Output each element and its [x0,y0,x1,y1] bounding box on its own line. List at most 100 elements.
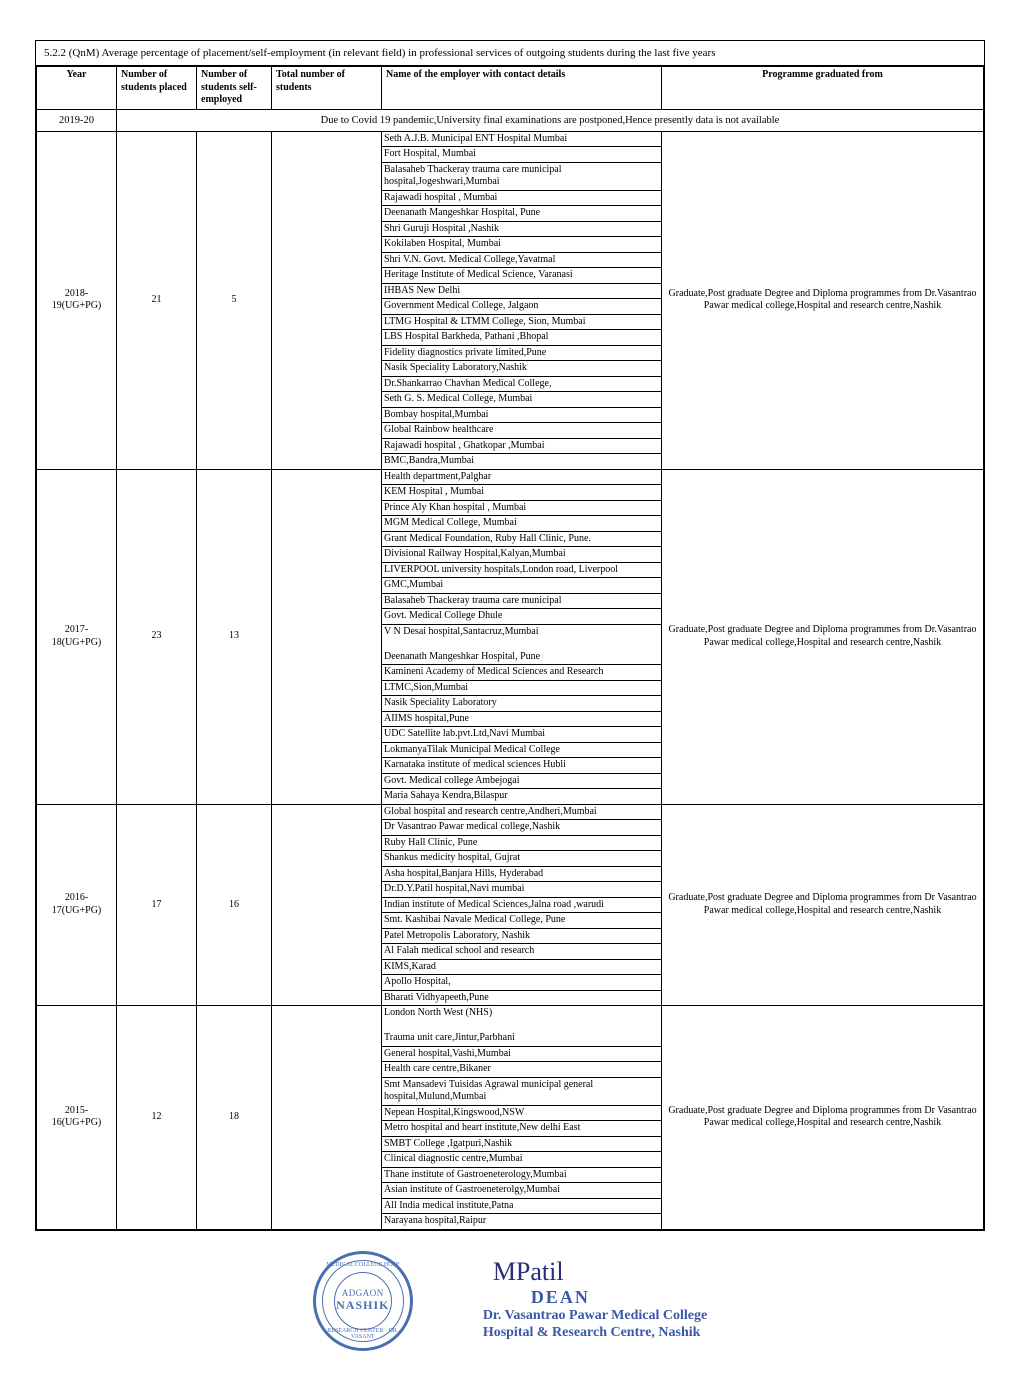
cell-employers: Seth A.J.B. Municipal ENT Hospital Mumba… [382,131,662,469]
cell-year: 2018-19(UG+PG) [37,131,117,469]
employer-item: Narayana hospital,Raipur [382,1214,661,1229]
employer-item: Nasik Speciality Laboratory [382,696,661,712]
th-total: Total number of students [272,67,382,110]
employer-item: GMC,Mumbai [382,578,661,594]
employer-item: Bombay hospital,Mumbai [382,407,661,423]
employer-item: Govt. Medical college Ambejogai [382,773,661,789]
employer-item: Nasik Speciality Laboratory,Nashik [382,361,661,377]
cell-programme: Graduate,Post graduate Degree and Diplom… [662,1006,984,1230]
cell-self: 13 [197,469,272,804]
employer-item: KIMS,Karad [382,959,661,975]
employer-item: Nepean Hospital,Kingswood,NSW [382,1105,661,1121]
employer-item: Heritage Institute of Medical Science, V… [382,268,661,284]
table-row: 2018-19(UG+PG)215 Seth A.J.B. Municipal E… [37,131,984,469]
employer-item: Rajawadi hospital , Ghatkopar ,Mumbai [382,438,661,454]
employer-item: Indian institute of Medical Sciences,Jal… [382,897,661,913]
cell-programme: Graduate,Post graduate Degree and Diplom… [662,804,984,1006]
employer-item: London North West (NHS) Trauma unit care… [382,1006,661,1046]
employer-item: Rajawadi hospital , Mumbai [382,190,661,206]
employer-item: LTMC,Sion,Mumbai [382,680,661,696]
employer-item: Patel Metropolis Laboratory, Nashik [382,928,661,944]
cell-self: 5 [197,131,272,469]
cell-self: 18 [197,1006,272,1230]
footer: MEDICAL COLLEGE HOSP ADGAON NASHIK RESEA… [35,1251,985,1351]
header-row: Year Number of students placed Number of… [37,67,984,110]
employer-item: Global Rainbow healthcare [382,423,661,439]
employer-item: Grant Medical Foundation, Ruby Hall Clin… [382,531,661,547]
cell-programme: Graduate,Post graduate Degree and Diplom… [662,131,984,469]
employer-item: Ruby Hall Clinic, Pune [382,835,661,851]
signature-scribble: MPatil [493,1259,707,1285]
cell-total [272,131,382,469]
employer-item: Prince Aly Khan hospital , Mumbai [382,500,661,516]
employer-item: MGM Medical College, Mumbai [382,516,661,532]
th-programme: Programme graduated from [662,67,984,110]
employer-item: Health department,Palghar [382,470,661,485]
employer-item: V N Desai hospital,Santacruz,Mumbai Deen… [382,624,661,665]
employer-item: Shri V.N. Govt. Medical College,Yavatmal [382,252,661,268]
table-row: 2016-17(UG+PG)1716 Global hospital and re… [37,804,984,1006]
employer-item: IHBAS New Delhi [382,283,661,299]
employer-item: Deenanath Mangeshkar Hospital, Pune [382,206,661,222]
employer-item: General hospital,Vashi,Mumbai [382,1046,661,1062]
employer-item: Maria Sahaya Kendra,Bilaspur [382,789,661,804]
cell-placed: 21 [117,131,197,469]
institution-line2: Hospital & Research Centre, Nashik [483,1325,707,1342]
covid-row: 2019-20 Due to Covid 19 pandemic,Univers… [37,109,984,131]
employer-item: Fidelity diagnostics private limited,Pun… [382,345,661,361]
dean-label: DEAN [531,1287,707,1308]
cell-year: 2015-16(UG+PG) [37,1006,117,1230]
employer-item: Al Falah medical school and research [382,944,661,960]
criterion-title: 5.2.2 (QnM) Average percentage of placem… [36,41,984,66]
cell-total [272,1006,382,1230]
employer-item: Seth A.J.B. Municipal ENT Hospital Mumba… [382,132,661,147]
cell-employers: Global hospital and research centre,Andh… [382,804,662,1006]
employer-item: Asian institute of Gastroeneterolgy,Mumb… [382,1183,661,1199]
cell-placed: 23 [117,469,197,804]
cell-placed: 17 [117,804,197,1006]
employer-item: Apollo Hospital, [382,975,661,991]
covid-note: Due to Covid 19 pandemic,University fina… [117,109,984,131]
th-self: Number of students self- employed [197,67,272,110]
cell-total [272,804,382,1006]
employer-item: Kokilaben Hospital, Mumbai [382,237,661,253]
table-row: 2017-18(UG+PG)2313 Health department,Palg… [37,469,984,804]
employer-item: Metro hospital and heart institute,New d… [382,1121,661,1137]
institution-line1: Dr. Vasantrao Pawar Medical College [483,1308,707,1325]
seal-arc-bot: RESEARCH CENTER · DR. VASANT [316,1328,410,1340]
employer-item: Kamineni Academy of Medical Sciences and… [382,665,661,681]
cell-self: 16 [197,804,272,1006]
employer-item: Thane institute of Gastroeneterology,Mum… [382,1167,661,1183]
employer-item: SMBT College ,Igatpuri,Nashik [382,1136,661,1152]
cell-placed: 12 [117,1006,197,1230]
employer-item: LIVERPOOL university hospitals,London ro… [382,562,661,578]
table-body: 2019-20 Due to Covid 19 pandemic,Univers… [37,109,984,1229]
employer-item: Smt Mansadevi Tuisidas Agrawal municipal… [382,1077,661,1105]
employer-item: Divisional Railway Hospital,Kalyan,Mumba… [382,547,661,563]
employer-item: Clinical diagnostic centre,Mumbai [382,1152,661,1168]
employer-item: Dr.Shankarrao Chavhan Medical College, [382,376,661,392]
covid-year: 2019-20 [37,109,117,131]
employer-item: LBS Hospital Barkheda, Pathani ,Bhopal [382,330,661,346]
employer-item: Dr Vasantrao Pawar medical college,Nashi… [382,820,661,836]
employer-item: Health care centre,Bikaner [382,1062,661,1078]
employer-item: Shankus medicity hospital, Gujrat [382,851,661,867]
cell-year: 2017-18(UG+PG) [37,469,117,804]
employer-item: LokmanyaTilak Municipal Medical College [382,742,661,758]
employer-item: UDC Satellite lab.pvt.Ltd,Navi Mumbai [382,727,661,743]
th-placed: Number of students placed [117,67,197,110]
employer-item: Smt. Kashibai Navale Medical College, Pu… [382,913,661,929]
cell-year: 2016-17(UG+PG) [37,804,117,1006]
employer-item: Govt. Medical College Dhule [382,609,661,625]
employer-item: Karnataka institute of medical sciences … [382,758,661,774]
employer-item: KEM Hospital , Mumbai [382,485,661,501]
employer-item: All India medical institute,Patna [382,1198,661,1214]
employer-item: BMC,Bandra,Mumbai [382,454,661,469]
cell-employers: London North West (NHS) Trauma unit care… [382,1006,662,1230]
employer-item: Bharati Vidhyapeeth,Pune [382,990,661,1005]
employer-item: LTMG Hospital & LTMM College, Sion, Mumb… [382,314,661,330]
employer-item: Balasaheb Thackeray trauma care municipa… [382,593,661,609]
signature-block: MPatil DEAN Dr. Vasantrao Pawar Medical … [483,1259,707,1342]
employer-item: Shri Guruji Hospital ,Nashik [382,221,661,237]
th-year: Year [37,67,117,110]
